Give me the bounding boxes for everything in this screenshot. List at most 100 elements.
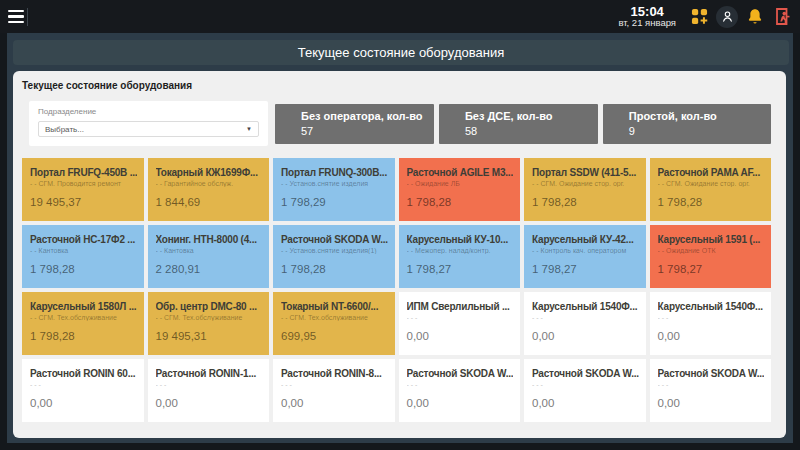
equipment-tile[interactable]: Портал FRUNQ-300B... - - Установ.снятие … [273, 158, 395, 221]
equipment-tile[interactable]: Карусельный КУ-42... - - Контроль кач. о… [524, 225, 646, 288]
equipment-tile[interactable]: Карусельный 1580Л ... - - СГМ. Тех.обслу… [22, 292, 144, 355]
equipment-tile[interactable]: Хонинг. НТН-8000 (4... - - Кантовка 2 28… [148, 225, 270, 288]
equipment-tile[interactable]: Расточной RONIN-1... - - - 0,00 [148, 359, 270, 422]
content-frame: Текущее состояние оборудования Текущее с… [7, 33, 793, 443]
equipment-tile-status: - - Кантовка [30, 247, 137, 254]
equipment-tile-title: Портал SSDW (411-5... [532, 167, 639, 178]
equipment-tile-status: - - - [30, 381, 137, 388]
equipment-tile-title: Расточной НС-17Ф2 ... [30, 234, 137, 245]
clock-time: 15:04 [618, 5, 676, 19]
equipment-tile-status: - - Контроль кач. оператором [532, 247, 639, 254]
equipment-tile-status: - - Ожидание ЛБ [407, 180, 514, 187]
chevron-down-icon: ▼ [246, 126, 252, 132]
equipment-tile-status: - - СГМ. Ожидание стор. орг. [532, 180, 639, 187]
equipment-tile[interactable]: Расточной PAMA AF... - - СГМ. Ожидание с… [650, 158, 772, 221]
topbar-separator [27, 8, 28, 26]
equipment-tile[interactable]: Токарный КЖ1699Ф... - - Гарантийное обсл… [148, 158, 270, 221]
equipment-tile[interactable]: Карусельный 1591 (... - - Ожидание ОТК 1… [650, 225, 772, 288]
equipment-tile[interactable]: Расточной SKODA W... - - - 0,00 [399, 359, 521, 422]
equipment-tile-title: Расточной SKODA W... [532, 368, 639, 379]
equipment-tile-title: Расточной PAMA AF... [658, 167, 765, 178]
clock-date: вт, 21 января [618, 18, 676, 28]
equipment-tile-title: Карусельный 1580Л ... [30, 301, 137, 312]
equipment-tile-title: Расточной SKODA W... [407, 368, 514, 379]
equipment-tile-status: - - Установ.снятие изделия [281, 180, 388, 187]
equipment-tile-value: 1 844,69 [156, 196, 263, 208]
equipment-tile-value: 0,00 [532, 330, 639, 342]
equipment-tile-status: - - Гарантийное обслуж. [156, 180, 263, 187]
equipment-tile-title: Токарный NT-6600/... [281, 301, 388, 312]
clock: 15:04 вт, 21 января [618, 5, 676, 29]
department-filter-label: Подразделение [38, 107, 259, 116]
equipment-tile[interactable]: Расточной RONIN-8... - - - 0,00 [273, 359, 395, 422]
menu-icon[interactable] [0, 0, 27, 33]
top-bar: 15:04 вт, 21 января [0, 0, 800, 33]
equipment-tile-value: 1 798,28 [532, 196, 639, 208]
equipment-tile-value: 1 798,27 [658, 263, 765, 275]
equipment-tile[interactable]: Расточной SKODA W... - - Установ.снятие … [273, 225, 395, 288]
equipment-tile-status: - - Межопер. налад/контр. [407, 247, 514, 254]
equipment-tile-value: 0,00 [532, 397, 639, 409]
equipment-tile-status: - - Ожидание ОТК [658, 247, 765, 254]
equipment-tile-title: Расточной RONIN 60... [30, 368, 137, 379]
equipment-tile-status: - - - [281, 381, 388, 388]
equipment-tile-value: 1 798,28 [407, 196, 514, 208]
equipment-tile-title: Карусельный КУ-42... [532, 234, 639, 245]
equipment-tile-title: Хонинг. НТН-8000 (4... [156, 234, 263, 245]
user-profile-icon[interactable] [713, 3, 741, 31]
panel-title: Текущее состояние оборудования [13, 71, 786, 91]
equipment-tile-status: - - СГМ. Проводится ремонт [30, 180, 137, 187]
equipment-tile-status: - - - [407, 314, 514, 321]
equipment-tile-status: - - - [156, 381, 263, 388]
equipment-tile-value: 0,00 [156, 397, 263, 409]
equipment-tile[interactable]: Карусельный 1540Ф... - - - 0,00 [650, 292, 772, 355]
equipment-tile-value: 1 798,28 [281, 263, 388, 275]
equipment-tile[interactable]: Портал SSDW (411-5... - - СГМ. Ожидание … [524, 158, 646, 221]
equipment-tile-status: - - СГМ. Тех.обслуживание [156, 314, 263, 321]
equipment-panel: Текущее состояние оборудования Подраздел… [13, 71, 786, 438]
equipment-tile[interactable]: Токарный NT-6600/... - - СГМ. Тех.обслуж… [273, 292, 395, 355]
equipment-tile-status: - - СГМ. Тех.обслуживание [30, 314, 137, 321]
equipment-tile[interactable]: Карусельный КУ-10... - - Межопер. налад/… [399, 225, 521, 288]
equipment-tile[interactable]: Расточной RONIN 60... - - - 0,00 [22, 359, 144, 422]
equipment-tile-value: 19 495,31 [156, 330, 263, 342]
equipment-tile[interactable]: Расточной AGILE M3... - - Ожидание ЛБ 1 … [399, 158, 521, 221]
equipment-tile[interactable]: Карусельный 1540Ф... - - - 0,00 [524, 292, 646, 355]
equipment-tile-title: Карусельный КУ-10... [407, 234, 514, 245]
equipment-tile-status: - - Кантовка [156, 247, 263, 254]
equipment-tile-value: 1 798,27 [407, 263, 514, 275]
equipment-tile-value: 1 798,28 [30, 263, 137, 275]
equipment-tile-status: - - Установ.снятие изделия(1) [281, 247, 388, 254]
equipment-tile-value: 0,00 [281, 397, 388, 409]
equipment-tile-status: - - - [532, 381, 639, 388]
equipment-tile-value: 0,00 [407, 330, 514, 342]
equipment-tile-title: Расточной AGILE M3... [407, 167, 514, 178]
stat-no-operator: Без оператора, кол-во 57 [275, 104, 434, 144]
equipment-grid: Портал FRUFQ-450B ... - - СГМ. Проводитс… [22, 158, 771, 422]
department-select[interactable]: Выбрать... ▼ [38, 121, 259, 137]
department-select-placeholder: Выбрать... [45, 125, 84, 134]
equipment-tile[interactable]: ИПМ Сверлильный ... - - - 0,00 [399, 292, 521, 355]
equipment-tile-title: ИПМ Сверлильный ... [407, 301, 514, 312]
equipment-tile[interactable]: Портал FRUFQ-450B ... - - СГМ. Проводитс… [22, 158, 144, 221]
logout-exit-icon[interactable] [769, 3, 797, 31]
equipment-tile-title: Карусельный 1540Ф... [532, 301, 639, 312]
equipment-tile-title: Карусельный 1591 (... [658, 234, 765, 245]
equipment-tile[interactable]: Обр. центр DMC-80 ... - - СГМ. Тех.обслу… [148, 292, 270, 355]
apps-grid-icon[interactable] [685, 3, 713, 31]
equipment-tile-status: - - - [532, 314, 639, 321]
notifications-bell-icon[interactable] [741, 3, 769, 31]
equipment-tile-status: - - - [658, 381, 765, 388]
equipment-tile-value: 2 280,91 [156, 263, 263, 275]
equipment-tile-title: Расточной SKODA W... [658, 368, 765, 379]
equipment-tile-value: 19 495,37 [30, 196, 137, 208]
stat-label: Простой, кол-во [629, 110, 771, 122]
equipment-tile[interactable]: Расточной НС-17Ф2 ... - - Кантовка 1 798… [22, 225, 144, 288]
equipment-tile-title: Обр. центр DMC-80 ... [156, 301, 263, 312]
stat-value: 57 [301, 125, 434, 137]
page-title: Текущее состояние оборудования [298, 45, 504, 60]
equipment-tile[interactable]: Расточной SKODA W... - - - 0,00 [524, 359, 646, 422]
equipment-tile[interactable]: Расточной SKODA W... - - - 0,00 [650, 359, 772, 422]
equipment-tile-title: Расточной RONIN-1... [156, 368, 263, 379]
equipment-tile-status: - - СГМ. Тех.обслуживание [281, 314, 388, 321]
